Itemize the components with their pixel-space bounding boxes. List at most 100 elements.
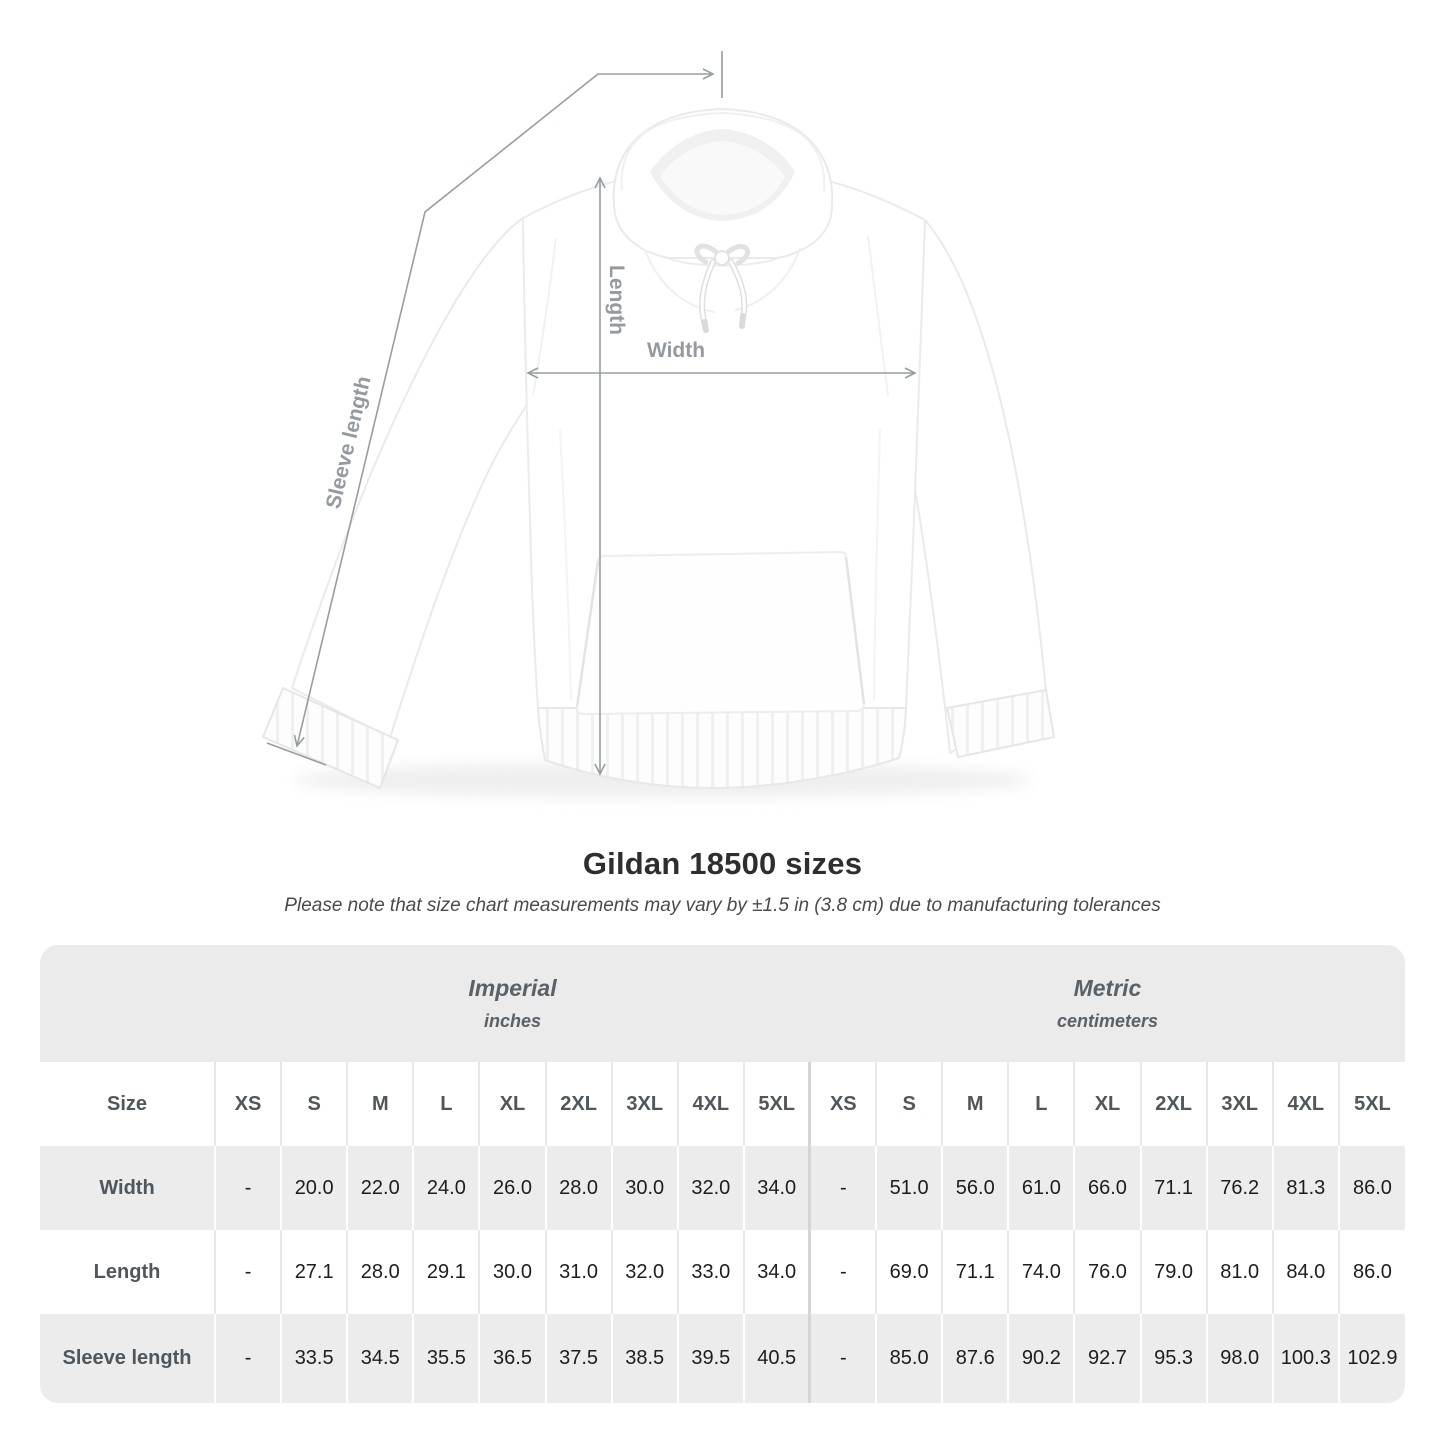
value-cell: -: [215, 1146, 283, 1230]
group-header-spacer: [40, 945, 215, 1062]
value-cell: 30.0: [479, 1230, 547, 1314]
sleeve-measure-line: [293, 68, 715, 748]
right-cuff: [946, 689, 1055, 758]
value-cell: 40.5: [743, 1314, 811, 1403]
size-cell: XS: [215, 1062, 283, 1146]
value-cell: -: [808, 1314, 878, 1403]
value-cell: 31.0: [545, 1230, 613, 1314]
value-cell: 38.5: [611, 1314, 679, 1403]
value-cell: -: [808, 1146, 878, 1230]
value-cell: 28.0: [347, 1230, 415, 1314]
metric-unit-label: centimeters: [1056, 1011, 1159, 1031]
value-cell: 34.0: [743, 1230, 811, 1314]
width-measure-label: Width: [647, 339, 705, 362]
value-cell: 32.0: [677, 1146, 745, 1230]
value-cell: 74.0: [1008, 1230, 1076, 1314]
value-cell: 37.5: [545, 1314, 613, 1403]
size-cell: 3XL: [1206, 1062, 1274, 1146]
value-cell: -: [215, 1230, 283, 1314]
value-cell: 84.0: [1272, 1230, 1340, 1314]
row-label: Width: [40, 1146, 216, 1230]
value-cell: 56.0: [942, 1146, 1010, 1230]
size-cell: 5XL: [743, 1062, 811, 1146]
value-cell: 61.0: [1008, 1146, 1076, 1230]
size-corner-label: Size: [40, 1062, 216, 1146]
row-label: Length: [40, 1230, 216, 1314]
size-cell: S: [281, 1062, 349, 1146]
tolerance-note: Please note that size chart measurements…: [284, 895, 1161, 916]
value-cell: 86.0: [1338, 1230, 1405, 1314]
value-cell: 22.0: [347, 1146, 415, 1230]
size-table: Imperial inches Metric centimeters Size …: [40, 945, 1405, 1403]
size-cell: XL: [1074, 1062, 1142, 1146]
value-cell: 28.0: [545, 1146, 613, 1230]
value-cell: 95.3: [1140, 1314, 1208, 1403]
value-cell: 33.0: [677, 1230, 745, 1314]
value-cell: 71.1: [942, 1230, 1010, 1314]
value-cell: -: [808, 1230, 878, 1314]
imperial-group-header: Imperial inches: [215, 945, 810, 1062]
hoodie-measurement-diagram: Width Length Sleeve length: [262, 51, 1055, 798]
value-cell: 98.0: [1206, 1314, 1274, 1403]
size-cell: 5XL: [1338, 1062, 1405, 1146]
value-cell: 66.0: [1074, 1146, 1142, 1230]
value-cell: 100.3: [1272, 1314, 1340, 1403]
value-cell: 79.0: [1140, 1230, 1208, 1314]
size-cell: 2XL: [1140, 1062, 1208, 1146]
sleeve-measure-bottom-tick: [266, 742, 327, 766]
size-cell: L: [413, 1062, 481, 1146]
value-cell: 90.2: [1008, 1314, 1076, 1403]
value-cell: 81.0: [1206, 1230, 1274, 1314]
size-cell: L: [1008, 1062, 1076, 1146]
width-row: Width - 20.0 22.0 24.0 26.0 28.0 30.0 32…: [40, 1146, 1405, 1230]
value-cell: 33.5: [281, 1314, 349, 1403]
length-measure-label: Length: [605, 265, 628, 335]
imperial-unit-label: inches: [483, 1011, 541, 1031]
size-cell: M: [347, 1062, 415, 1146]
value-cell: 81.3: [1272, 1146, 1340, 1230]
page-title: Gildan 18500 sizes: [582, 846, 863, 881]
measurement-lines: [266, 51, 917, 776]
value-cell: 69.0: [876, 1230, 944, 1314]
value-cell: 26.0: [479, 1146, 547, 1230]
imperial-label: Imperial: [468, 975, 557, 1001]
size-cell: 4XL: [1272, 1062, 1340, 1146]
value-cell: 76.2: [1206, 1146, 1274, 1230]
value-cell: 85.0: [876, 1314, 944, 1403]
value-cell: 87.6: [942, 1314, 1010, 1403]
unit-group-header-row: Imperial inches Metric centimeters: [40, 945, 1405, 1062]
length-row: Length - 27.1 28.0 29.1 30.0 31.0 32.0 3…: [40, 1230, 1405, 1314]
size-cell: M: [942, 1062, 1010, 1146]
value-cell: 92.7: [1074, 1314, 1142, 1403]
value-cell: 71.1: [1140, 1146, 1208, 1230]
value-cell: 39.5: [677, 1314, 745, 1403]
metric-group-header: Metric centimeters: [809, 945, 1405, 1062]
value-cell: 102.9: [1338, 1314, 1405, 1403]
size-header-row: Size XS S M L XL 2XL 3XL 4XL 5XL XS S M …: [40, 1062, 1405, 1146]
row-label: Sleeve length: [40, 1314, 216, 1403]
size-cell: 4XL: [677, 1062, 745, 1146]
size-cell: XL: [479, 1062, 547, 1146]
size-cell: 3XL: [611, 1062, 679, 1146]
kangaroo-pocket: [575, 550, 866, 716]
value-cell: 51.0: [876, 1146, 944, 1230]
size-cell: S: [876, 1062, 944, 1146]
value-cell: -: [215, 1314, 283, 1403]
value-cell: 35.5: [413, 1314, 481, 1403]
heading-section: Gildan 18500 sizes Please note that size…: [0, 846, 1445, 917]
value-cell: 24.0: [413, 1146, 481, 1230]
value-cell: 86.0: [1338, 1146, 1405, 1230]
value-cell: 34.5: [347, 1314, 415, 1403]
value-cell: 27.1: [281, 1230, 349, 1314]
metric-label: Metric: [1073, 975, 1142, 1001]
hoodie-diagram-svg: Width Length Sleeve length: [262, 51, 1055, 798]
value-cell: 76.0: [1074, 1230, 1142, 1314]
value-cell: 36.5: [479, 1314, 547, 1403]
size-cell: 2XL: [545, 1062, 613, 1146]
sleeve-length-row: Sleeve length - 33.5 34.5 35.5 36.5 37.5…: [40, 1314, 1405, 1403]
value-cell: 29.1: [413, 1230, 481, 1314]
value-cell: 20.0: [281, 1146, 349, 1230]
size-cell: XS: [808, 1062, 878, 1146]
value-cell: 30.0: [611, 1146, 679, 1230]
value-cell: 34.0: [743, 1146, 811, 1230]
